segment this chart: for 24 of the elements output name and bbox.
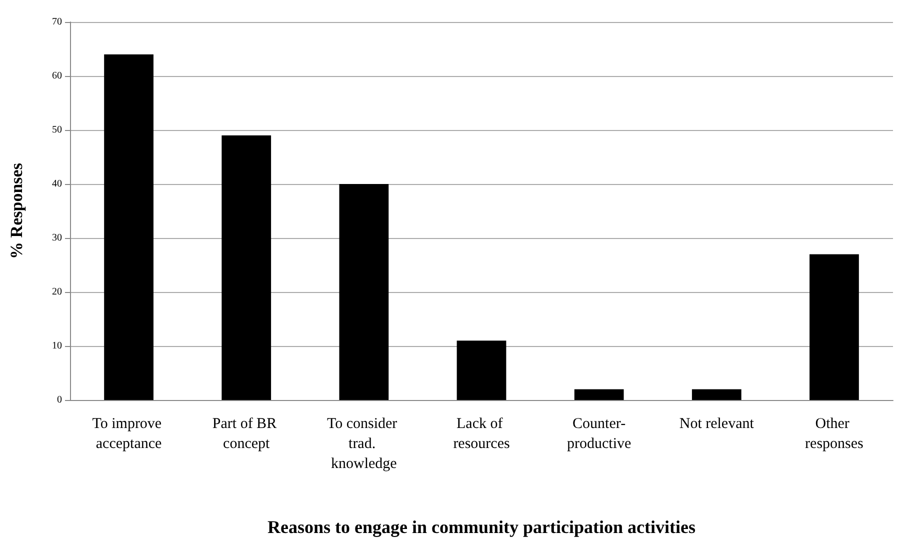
y-tick-label: 50	[52, 124, 62, 136]
bar	[574, 389, 624, 400]
y-tick-label: 40	[52, 178, 62, 190]
y-tick-label: 20	[52, 286, 62, 298]
y-tick-label: 60	[52, 70, 62, 82]
bar	[222, 135, 272, 400]
x-axis-title: Reasons to engage in community participation activities	[268, 517, 696, 537]
x-tick-label: Lack of resources	[453, 416, 510, 452]
y-tick-label: 70	[52, 16, 62, 28]
x-tick-label: Part of BR concept	[212, 416, 280, 452]
y-tick-label: 10	[52, 340, 62, 352]
x-tick-label: Not relevant	[679, 416, 755, 432]
bar	[692, 389, 742, 400]
x-tick-label: To consider trad. knowledge	[326, 416, 401, 472]
y-axis-title: % Responses	[7, 162, 26, 259]
x-tick-label: Counter-productive	[566, 416, 632, 452]
bar	[456, 340, 506, 400]
x-tick-label: Other responses	[805, 416, 864, 452]
bar	[810, 254, 859, 400]
x-tick-label: To improve acceptance	[92, 416, 166, 452]
y-tick-label: 0	[57, 394, 62, 406]
bar	[104, 54, 154, 400]
y-tick-label: 30	[52, 232, 62, 244]
bar	[339, 184, 389, 400]
